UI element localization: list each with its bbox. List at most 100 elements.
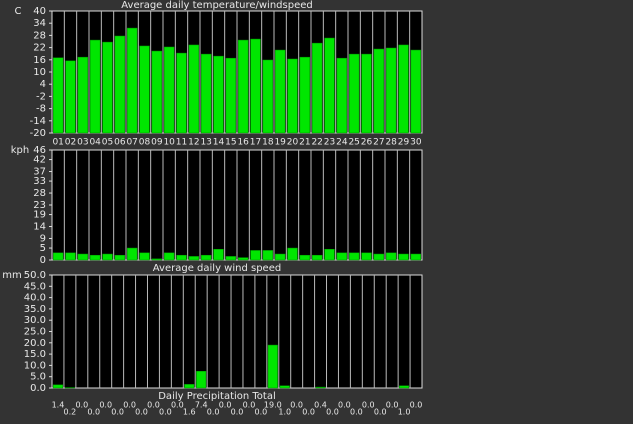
y-tick-label: 0 (40, 255, 46, 266)
bar (176, 52, 187, 134)
x-tick-label: 01 (52, 138, 63, 148)
y-tick-label: 10.0 (24, 360, 46, 371)
value-label: 1.0 (278, 408, 291, 417)
y-tick-label: 0.0 (30, 383, 46, 394)
bar (361, 252, 372, 261)
y-tick-label: 37 (33, 167, 46, 178)
x-tick-label: 29 (398, 138, 410, 148)
y-tick-label: 16 (33, 55, 46, 66)
x-tick-label: 22 (311, 138, 322, 148)
bar (126, 247, 138, 261)
value-label: 0.0 (99, 401, 112, 410)
bar (200, 53, 212, 134)
y-tick-label: 33 (33, 176, 46, 187)
x-tick-label: 19 (274, 138, 286, 148)
bar (324, 37, 335, 134)
y-axis-label: kph (11, 145, 29, 156)
bar (311, 42, 323, 134)
x-tick-label: 16 (237, 138, 249, 148)
bar (373, 48, 385, 134)
value-label: 0.0 (87, 408, 100, 417)
bar (163, 46, 175, 134)
x-tick-label: 08 (139, 138, 151, 148)
bar (262, 59, 274, 134)
bar (151, 258, 163, 261)
value-label: 0.0 (147, 401, 160, 410)
value-label: 0.0 (231, 408, 244, 417)
bar (89, 254, 101, 261)
x-tick-label: 09 (151, 138, 163, 148)
x-tick-label: 15 (225, 138, 236, 148)
bar (336, 252, 348, 261)
y-tick-label: 46 (33, 145, 46, 156)
bar (267, 344, 278, 389)
y-tick-label: 15.0 (24, 349, 46, 360)
bar (361, 53, 372, 134)
value-label: 0.0 (159, 408, 172, 417)
bar (324, 248, 335, 261)
bar (348, 53, 360, 134)
bar (299, 56, 311, 134)
value-label: 0.0 (123, 401, 136, 410)
bar (102, 41, 113, 134)
x-tick-label: 06 (114, 138, 126, 148)
bar (399, 385, 410, 389)
bar (114, 35, 126, 134)
plot-area (51, 274, 423, 389)
y-tick-label: 5.0 (30, 372, 46, 383)
value-label: 7.4 (195, 401, 208, 410)
value-label: 0.4 (314, 401, 327, 410)
y-axis-label: mm (2, 270, 21, 281)
bar (373, 253, 385, 261)
bar (176, 254, 187, 261)
y-tick-label: -20 (30, 128, 46, 139)
bar (250, 250, 261, 261)
bar (315, 386, 326, 389)
value-label: 0.0 (111, 408, 124, 417)
bar (77, 253, 89, 261)
bar (213, 55, 224, 134)
x-tick-label: 24 (336, 138, 348, 148)
y-tick-label: 34 (33, 18, 46, 29)
x-tick-label: 04 (89, 138, 101, 148)
x-tick-label: 21 (299, 138, 310, 148)
bar (299, 254, 311, 261)
chart-title: Daily Precipitation Total (158, 391, 276, 402)
bar (274, 49, 286, 134)
bar (287, 247, 298, 261)
bar (139, 45, 150, 134)
x-tick-label: 03 (77, 138, 88, 148)
y-tick-label: 28 (33, 188, 46, 199)
chart-title: Average daily temperature/windspeed (121, 0, 312, 11)
value-label: 1.0 (398, 408, 411, 417)
y-tick-label: 42 (33, 155, 46, 166)
y-tick-label: 45.0 (24, 281, 46, 292)
x-tick-label: 13 (200, 138, 211, 148)
value-label: 0.0 (386, 401, 399, 410)
x-tick-label: 14 (213, 138, 225, 148)
bar (184, 384, 195, 389)
value-label: 0.0 (135, 408, 148, 417)
value-label: 1.4 (52, 401, 65, 410)
y-tick-label: 9 (40, 233, 46, 244)
value-label: 0.0 (350, 408, 363, 417)
bar (279, 385, 290, 389)
bar (89, 39, 101, 134)
x-tick-label: 07 (126, 138, 137, 148)
value-label: 0.0 (302, 408, 315, 417)
bar (237, 39, 249, 134)
y-tick-label: 40.0 (24, 293, 46, 304)
bar (385, 252, 397, 261)
y-tick-label: -8 (36, 104, 46, 115)
x-tick-label: 02 (65, 138, 76, 148)
bar (385, 47, 397, 134)
bar (200, 254, 212, 261)
x-tick-label: 30 (410, 138, 422, 148)
y-tick-label: 5 (40, 243, 46, 254)
chart-title: Average daily wind speed (153, 263, 281, 274)
value-label: 0.0 (243, 401, 256, 410)
x-tick-label: 25 (348, 138, 359, 148)
y-tick-label: -2 (36, 91, 46, 102)
x-tick-label: 18 (262, 138, 274, 148)
